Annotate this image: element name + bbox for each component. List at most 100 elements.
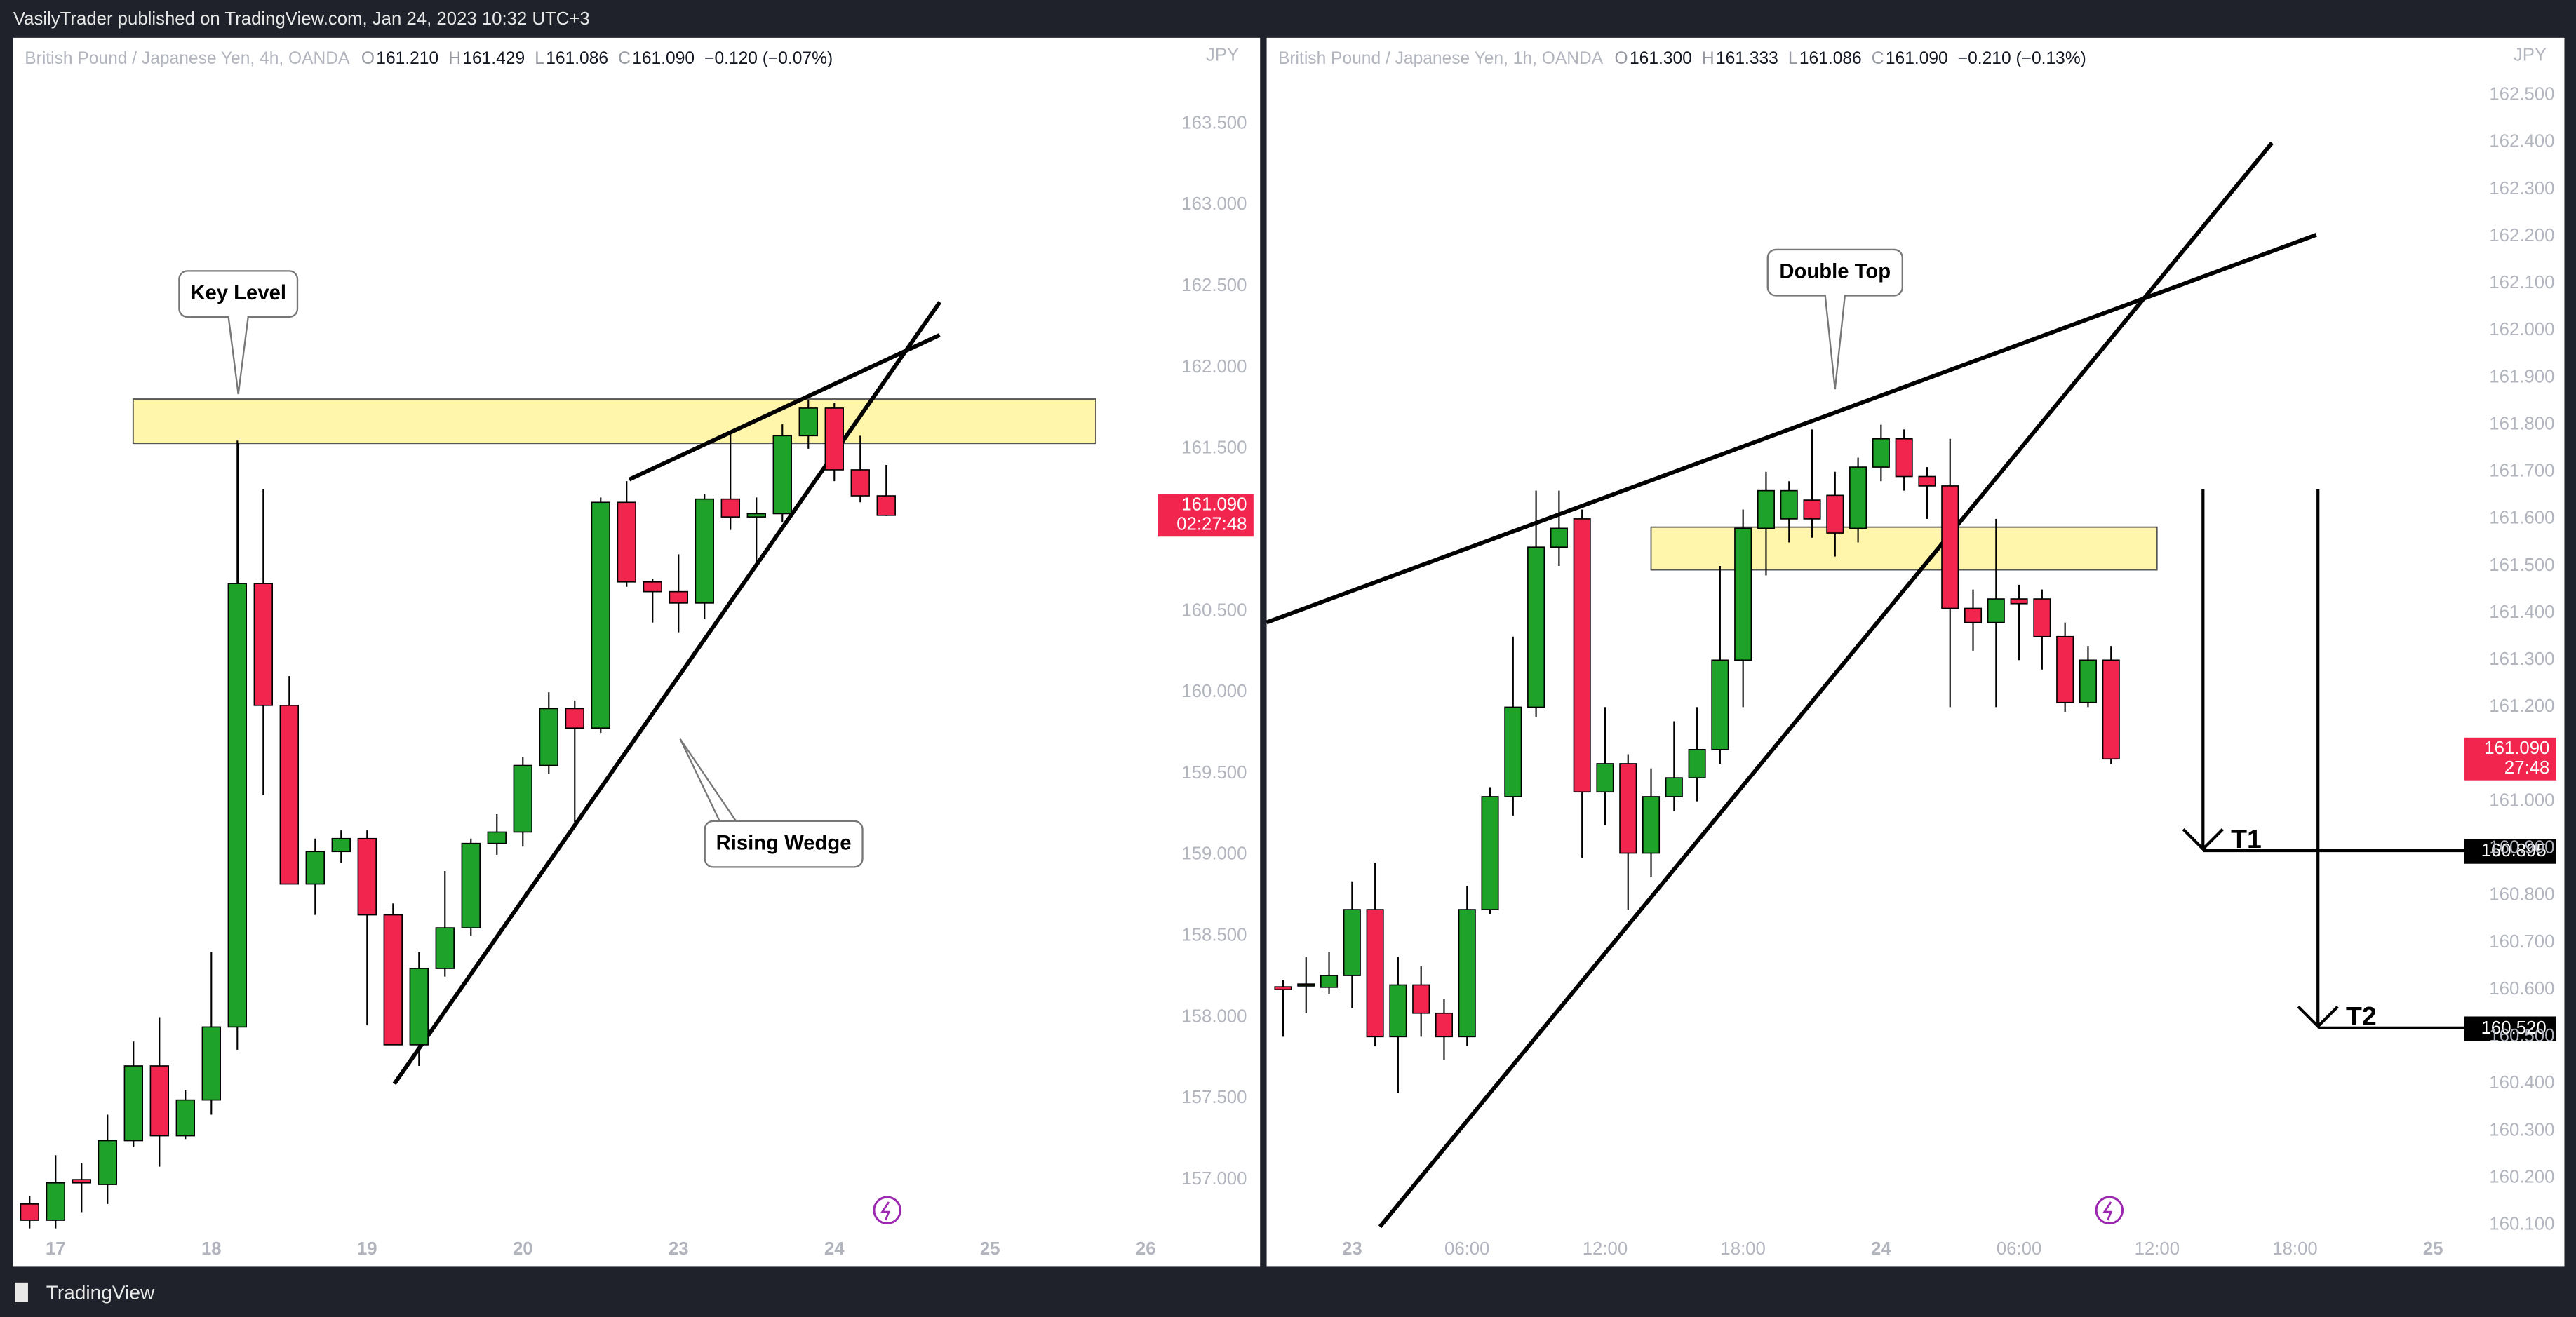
candle-body (1481, 796, 1499, 910)
x-tick-label: 12:00 (1583, 1239, 1628, 1259)
candle-body (617, 501, 636, 583)
y-tick-label: 160.600 (2489, 979, 2554, 999)
target-price-tag (2464, 1016, 2556, 1041)
candle-body (1734, 527, 1752, 661)
price-tag-price: 161.090 (1181, 495, 1247, 515)
icon[interactable] (873, 1196, 901, 1225)
legend-text: 161.429 (462, 49, 525, 68)
y-tick-label: 160.000 (1181, 682, 1247, 701)
candle-body (1642, 796, 1661, 854)
candle-body (1918, 475, 1936, 487)
x-tick-label: 25 (980, 1239, 1000, 1259)
candle-body (201, 1026, 221, 1101)
x-tick-label: 23 (669, 1239, 689, 1259)
y-tick-label: 162.100 (2489, 273, 2554, 292)
candle-body (513, 764, 532, 833)
legend-text: H (448, 49, 461, 68)
y-tick-label: 160.200 (2489, 1168, 2554, 1187)
candle-body (720, 498, 740, 518)
y-tick-label: 161.900 (2489, 367, 2554, 386)
candle-body (1941, 485, 1959, 609)
candle-body (2102, 659, 2120, 760)
y-tick-label: 160.100 (2489, 1215, 2554, 1234)
legend-text: C (618, 49, 631, 68)
candle-body (435, 927, 455, 969)
candle-body (746, 513, 766, 518)
trend-line (392, 301, 941, 1086)
candle-body (2079, 659, 2097, 703)
legend-text: 161.210 (376, 49, 438, 68)
candle-body (1987, 598, 2005, 623)
icon[interactable] (2095, 1196, 2124, 1225)
candle-body (175, 1099, 195, 1137)
y-tick-label: 162.000 (2489, 320, 2554, 339)
candle-body (824, 407, 844, 471)
callout (679, 738, 864, 868)
icon (880, 1201, 891, 1221)
legend-text: −0.120 (−0.07%) (704, 49, 833, 68)
x-tick-label: 18 (201, 1239, 222, 1259)
candle-body (461, 842, 481, 928)
x-tick-label: 24 (824, 1239, 845, 1259)
callout (178, 270, 299, 395)
y-tick-label: 160.800 (2489, 885, 2554, 905)
y-tick-label: 157.000 (1181, 1169, 1247, 1189)
target-arrow (2297, 489, 2464, 1029)
target-price-tag (2464, 839, 2556, 864)
candle-body (305, 851, 325, 885)
candle-body (1757, 489, 1775, 529)
callout-text: Rising Wedge (716, 832, 852, 854)
candle-body (98, 1140, 117, 1185)
x-tick-label: 06:00 (1997, 1239, 2041, 1259)
y-tick-label: 157.500 (1181, 1088, 1247, 1107)
price-tag-timer: 27:48 (2504, 758, 2549, 778)
legend-text: L (535, 49, 544, 68)
legend-text: 161.090 (632, 49, 695, 68)
target-price: 160.895 (2481, 841, 2547, 860)
x-tick-label: 24 (1871, 1239, 1891, 1259)
x-tick-label: 26 (1136, 1239, 1156, 1259)
x-tick-label: 20 (513, 1239, 533, 1259)
x-tick-label: 18:00 (2272, 1239, 2317, 1259)
candle-body (1550, 527, 1568, 548)
candle-body (1596, 763, 1614, 793)
y-tick-label: 159.000 (1181, 844, 1247, 864)
target-label: T1 (2231, 824, 2262, 853)
candle-body (1435, 1012, 1453, 1038)
candle-body (123, 1065, 143, 1142)
legend-text: −0.210 (−0.13%) (1958, 49, 2086, 68)
logo (15, 1282, 28, 1302)
legend-text: O (361, 49, 375, 68)
y-tick-label: 162.500 (2489, 85, 2554, 104)
candle-body (357, 837, 377, 916)
candle-body (1803, 499, 1821, 520)
y-tick-label: 160.300 (2489, 1120, 2554, 1140)
legend-text: 161.086 (546, 49, 608, 68)
footer-text: TradingView (46, 1282, 155, 1304)
candle-body (565, 708, 584, 729)
right-panel (1266, 37, 2565, 1267)
price-tag-timer: 02:27:48 (1176, 515, 1247, 534)
candle-body (409, 968, 429, 1046)
candle-body (2033, 598, 2051, 637)
candle-body (2010, 598, 2028, 605)
candle-body (850, 469, 870, 497)
legend-text: H (1702, 49, 1715, 68)
candle-body (227, 583, 247, 1028)
legend-text: 161.300 (1630, 49, 1692, 68)
candle-body (1665, 777, 1683, 797)
candle-body (383, 914, 403, 1046)
key-level-zone (132, 398, 1096, 445)
left-panel (13, 37, 1261, 1267)
y-tick-label: 161.400 (2489, 602, 2554, 622)
y-tick-label: 163.000 (1181, 194, 1247, 214)
candle-body (643, 581, 662, 593)
y-tick-label: 161.000 (2489, 790, 2554, 810)
x-tick-label: 12:00 (2135, 1239, 2180, 1259)
legend-text: L (1788, 49, 1798, 68)
candle-body (253, 583, 273, 706)
candle-body (2056, 635, 2074, 703)
candle-body (1504, 706, 1522, 797)
y-tick-label: 162.400 (2489, 132, 2554, 151)
